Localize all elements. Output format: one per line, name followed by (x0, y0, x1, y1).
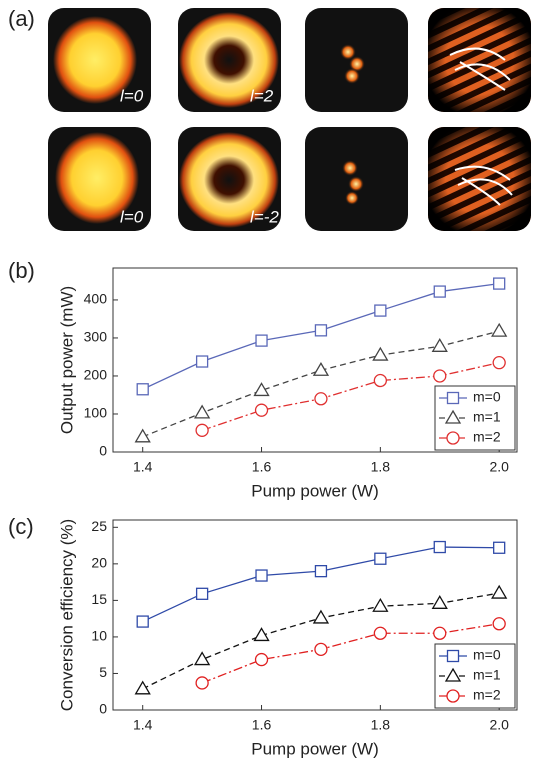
legend-label: m=0 (473, 647, 501, 663)
marker (372, 597, 389, 612)
marker (491, 584, 508, 599)
x-tick-label: 1.8 (371, 717, 391, 733)
panel-label: (c) (8, 514, 34, 539)
marker (492, 617, 506, 631)
y-tick-label: 400 (84, 291, 108, 307)
panel-label: (a) (8, 6, 35, 31)
marker (195, 423, 209, 437)
series-line (201, 362, 500, 431)
image-caption: l=-2 (250, 207, 279, 226)
y-tick-label: 25 (91, 518, 107, 534)
x-tick-label: 1.4 (133, 717, 153, 733)
y-tick-label: 15 (91, 591, 107, 607)
y-tick-label: 10 (91, 628, 107, 644)
image-caption: l=0 (120, 207, 144, 226)
marker (195, 355, 209, 368)
plot-frame (112, 267, 518, 453)
marker (314, 392, 328, 406)
marker (195, 676, 209, 690)
marker (312, 361, 330, 376)
mode-images (48, 8, 531, 231)
marker (373, 373, 388, 388)
legend-label: m=0 (473, 389, 501, 405)
legend-marker (446, 431, 460, 445)
marker (431, 595, 448, 609)
legend-label: m=1 (473, 667, 501, 683)
marker (433, 369, 447, 383)
legend-marker (444, 409, 462, 424)
marker (491, 322, 508, 337)
marker (193, 651, 211, 666)
marker (493, 277, 506, 290)
marker (433, 285, 446, 298)
marker (195, 587, 209, 600)
image-caption: l=0 (120, 86, 144, 105)
marker (374, 304, 387, 317)
marker (255, 334, 268, 347)
x-tick-label: 2.0 (489, 717, 509, 733)
marker (374, 552, 387, 565)
marker (254, 403, 269, 417)
marker (253, 382, 270, 397)
marker (134, 428, 151, 443)
x-axis-title: Pump power (W) (251, 481, 379, 500)
chart: (b) 0 100 200 300 400 1.4 1.6 1.8 2.0 Pump power (… (8, 258, 518, 500)
x-tick-label: 1.8 (371, 459, 391, 475)
y-tick-label: 300 (84, 329, 108, 345)
marker (493, 541, 506, 554)
marker (254, 652, 269, 667)
marker (373, 626, 388, 640)
chart: (c) 0 5 10 15 20 25 1.4 1.6 1.8 2.0 Pump power (W) C… (8, 514, 518, 758)
legend: m=0 m=1 m=2 (434, 643, 516, 709)
marker (253, 627, 270, 642)
y-tick-label: 0 (99, 443, 107, 459)
panel-a: (a) l=0 l=2 l=0 l=-2 (8, 6, 531, 231)
x-tick-label: 2.0 (489, 459, 509, 475)
x-tick-label: 1.6 (252, 459, 272, 475)
y-axis-title: Output power (mW) (57, 286, 76, 434)
marker (314, 565, 328, 578)
panel-label: (b) (8, 258, 35, 283)
legend-label: m=1 (473, 409, 501, 425)
marker (492, 356, 506, 370)
marker (134, 680, 151, 695)
y-tick-label: 20 (91, 555, 107, 571)
y-tick-label: 5 (99, 664, 107, 680)
x-axis-title: Pump power (W) (251, 739, 379, 758)
image-caption: l=2 (250, 86, 274, 105)
marker (136, 615, 149, 628)
legend-marker (446, 689, 460, 703)
marker (433, 540, 446, 554)
legend-label: m=2 (473, 429, 501, 445)
y-tick-label: 0 (99, 701, 107, 717)
marker (312, 609, 330, 624)
marker (433, 626, 447, 640)
y-tick-label: 100 (84, 405, 108, 421)
marker (314, 642, 328, 656)
series-line (201, 623, 500, 684)
marker (136, 383, 149, 396)
marker (193, 404, 211, 419)
y-tick-label: 200 (84, 367, 108, 383)
x-tick-label: 1.6 (252, 717, 272, 733)
marker (372, 346, 389, 361)
legend-marker (446, 649, 460, 663)
legend-label: m=2 (473, 687, 501, 703)
marker (431, 338, 448, 352)
y-axis-title: Conversion efficiency (%) (57, 519, 76, 711)
plot-frame (112, 519, 518, 711)
x-tick-label: 1.4 (133, 459, 153, 475)
legend: m=0 m=1 m=2 (434, 385, 516, 451)
marker (314, 324, 328, 337)
marker (255, 569, 268, 582)
legend-marker (446, 391, 460, 405)
legend-marker (444, 667, 462, 682)
